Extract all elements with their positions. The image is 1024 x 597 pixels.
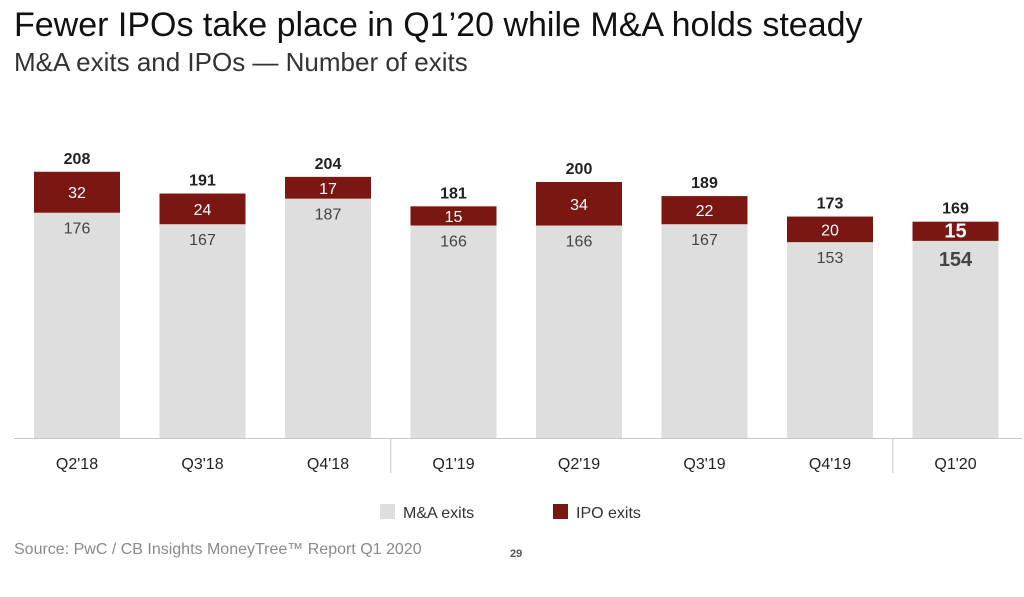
bar-ipo-exits <box>410 206 497 226</box>
total-value-label: 191 <box>189 173 216 190</box>
total-value-label: 200 <box>566 161 593 178</box>
bar-ipo-exits <box>536 182 622 226</box>
x-tick-label: Q4'19 <box>809 456 851 473</box>
total-value-label: 208 <box>64 151 91 168</box>
bar-ma-exits <box>285 198 371 438</box>
total-value-label: 181 <box>440 185 467 202</box>
bar-ipo-exits <box>787 216 873 243</box>
x-tick-label: Q2'19 <box>558 456 600 473</box>
legend-swatch-ma <box>380 504 395 519</box>
ipo-value-label: 17 <box>319 181 337 198</box>
x-tick-label: Q4'18 <box>307 456 349 473</box>
bar-ma-exits <box>536 225 622 438</box>
ma-value-label: 166 <box>566 234 593 251</box>
ma-value-label: 154 <box>939 249 973 271</box>
ipo-value-label: 15 <box>944 220 966 242</box>
legend-label-ma: M&A exits <box>403 505 474 522</box>
legend-label-ipo: IPO exits <box>576 505 641 522</box>
ipo-value-label: 22 <box>696 203 714 220</box>
ma-value-label: 187 <box>315 207 342 224</box>
x-tick-label: Q1'20 <box>934 456 976 473</box>
bar-ipo-exits <box>159 193 246 225</box>
legend-swatch-ipo <box>553 504 568 519</box>
ma-value-label: 167 <box>189 232 216 249</box>
ipo-value-label: 24 <box>194 202 212 219</box>
ipo-value-label: 20 <box>821 222 839 239</box>
total-value-label: 204 <box>315 156 342 173</box>
bar-ma-exits <box>34 212 120 438</box>
ipo-value-label: 15 <box>445 209 463 226</box>
bar-ipo-exits <box>34 171 120 213</box>
ma-value-label: 167 <box>691 232 718 249</box>
ma-value-label: 176 <box>64 221 91 238</box>
bar-ma-exits <box>912 240 999 438</box>
bar-ipo-exits <box>912 221 999 241</box>
source-note: Source: PwC / CB Insights MoneyTree™ Rep… <box>14 541 422 558</box>
total-value-label: 169 <box>942 201 969 218</box>
ma-value-label: 166 <box>440 234 467 251</box>
page-number: 29 <box>510 548 523 560</box>
chart-subtitle: M&A exits and IPOs — Number of exits <box>14 47 468 77</box>
total-value-label: 189 <box>691 175 718 192</box>
x-tick-label: Q1'19 <box>432 456 474 473</box>
ipo-value-label: 34 <box>570 197 588 214</box>
bar-ma-exits <box>787 242 873 438</box>
bar-ma-exits <box>410 225 497 438</box>
bar-ma-exits <box>661 224 748 438</box>
x-tick-label: Q3'19 <box>683 456 725 473</box>
x-tick-label: Q2'18 <box>56 456 98 473</box>
bar-ipo-exits <box>661 196 748 225</box>
bar-ipo-exits <box>285 176 371 199</box>
chart-title: Fewer IPOs take place in Q1’20 while M&A… <box>14 6 863 44</box>
ipo-value-label: 32 <box>68 185 86 202</box>
bar-ma-exits <box>159 224 246 438</box>
total-value-label: 173 <box>817 196 844 213</box>
x-tick-label: Q3'18 <box>181 456 223 473</box>
ma-value-label: 153 <box>817 250 844 267</box>
